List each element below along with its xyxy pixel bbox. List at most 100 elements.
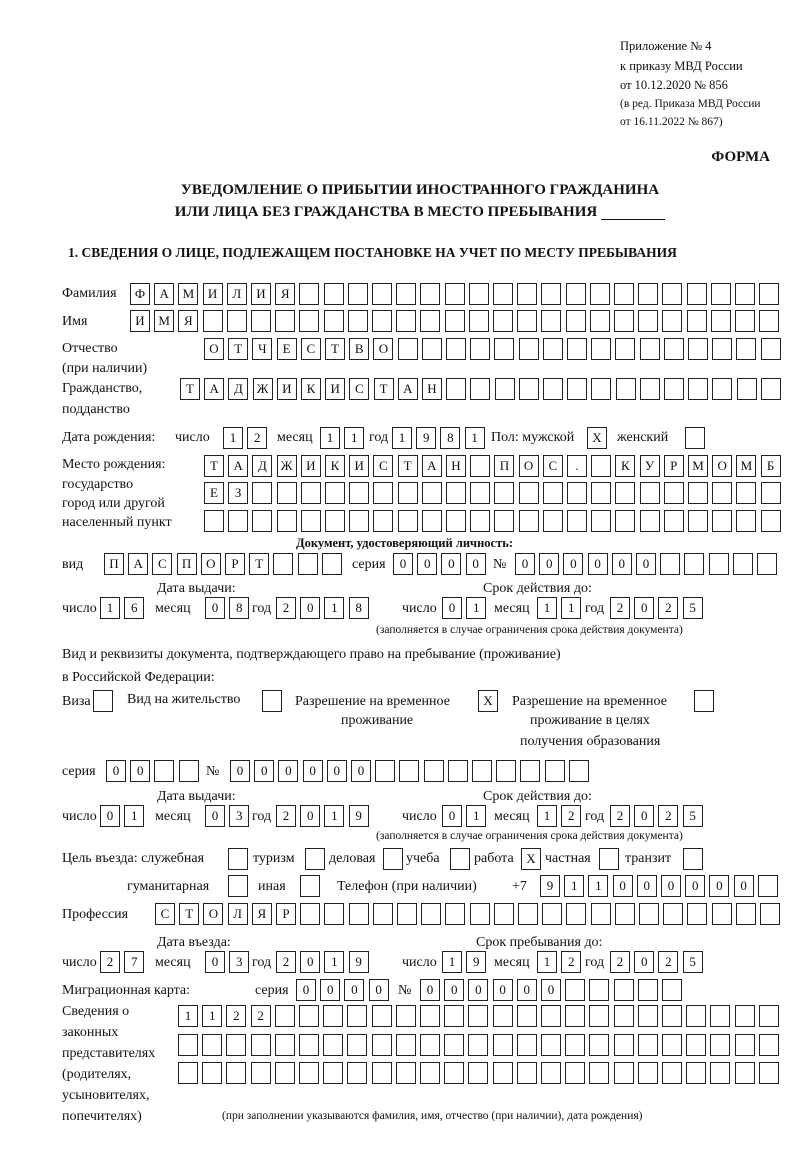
char-cell[interactable]: С <box>542 455 563 477</box>
char-cell[interactable] <box>567 482 587 504</box>
char-cell[interactable]: Я <box>251 903 272 925</box>
char-cell[interactable]: 1 <box>344 427 365 449</box>
char-cell[interactable]: 0 <box>685 875 706 897</box>
char-cell[interactable]: Р <box>225 553 245 575</box>
char-cell[interactable]: 0 <box>516 979 537 1001</box>
char-cell[interactable] <box>494 378 515 400</box>
char-cell[interactable] <box>178 1034 198 1056</box>
char-cell[interactable] <box>399 760 420 782</box>
char-cell[interactable]: 0 <box>442 597 462 619</box>
char-cell[interactable]: 0 <box>441 553 462 575</box>
char-cell[interactable]: 0 <box>344 979 365 1001</box>
char-cell[interactable]: 1 <box>561 597 582 619</box>
char-cell[interactable] <box>565 1034 586 1056</box>
char-cell[interactable]: 0 <box>420 979 440 1001</box>
char-cell[interactable] <box>542 338 563 360</box>
char-cell[interactable] <box>420 1062 440 1084</box>
char-cell[interactable] <box>565 1062 586 1084</box>
char-cell[interactable] <box>447 760 468 782</box>
char-cell[interactable] <box>639 510 660 532</box>
char-cell[interactable] <box>613 979 634 1001</box>
char-cell[interactable]: Р <box>663 455 684 477</box>
char-cell[interactable]: З <box>228 482 249 504</box>
char-cell[interactable] <box>520 760 541 782</box>
char-cell[interactable] <box>686 1005 707 1027</box>
char-cell[interactable] <box>300 482 321 504</box>
char-cell[interactable] <box>759 310 780 332</box>
char-cell[interactable] <box>446 378 467 400</box>
char-cell[interactable] <box>396 283 417 305</box>
char-cell[interactable] <box>470 510 491 532</box>
char-cell[interactable] <box>639 482 660 504</box>
char-cell[interactable] <box>204 510 224 532</box>
char-cell[interactable]: А <box>128 553 149 575</box>
char-cell[interactable]: О <box>518 455 539 477</box>
char-cell[interactable] <box>589 283 610 305</box>
char-cell[interactable] <box>347 283 368 305</box>
char-cell[interactable]: 1 <box>324 805 345 827</box>
char-cell[interactable]: Д <box>228 378 249 400</box>
char-cell[interactable] <box>299 1062 319 1084</box>
char-cell[interactable] <box>688 510 708 532</box>
char-cell[interactable] <box>154 760 175 782</box>
char-cell[interactable] <box>421 338 442 360</box>
char-cell[interactable]: 1 <box>466 597 487 619</box>
char-cell[interactable]: 0 <box>492 979 513 1001</box>
checkbox-cell[interactable] <box>683 848 703 870</box>
char-cell[interactable]: С <box>155 903 175 925</box>
char-cell[interactable]: М <box>154 310 175 332</box>
char-cell[interactable] <box>276 510 297 532</box>
char-cell[interactable]: Л <box>226 283 247 305</box>
char-cell[interactable]: 9 <box>348 951 369 973</box>
char-cell[interactable] <box>250 1034 271 1056</box>
char-cell[interactable] <box>615 338 636 360</box>
char-cell[interactable]: 1 <box>392 427 412 449</box>
char-cell[interactable]: 0 <box>709 875 730 897</box>
char-cell[interactable]: С <box>373 455 394 477</box>
char-cell[interactable]: 0 <box>444 979 465 1001</box>
char-cell[interactable] <box>421 903 442 925</box>
char-cell[interactable] <box>711 903 732 925</box>
char-cell[interactable] <box>323 1034 344 1056</box>
char-cell[interactable] <box>708 553 729 575</box>
char-cell[interactable]: С <box>300 338 321 360</box>
char-cell[interactable] <box>734 1005 755 1027</box>
char-cell[interactable] <box>734 1062 755 1084</box>
char-cell[interactable] <box>686 283 707 305</box>
char-cell[interactable]: Т <box>325 338 345 360</box>
char-cell[interactable] <box>470 378 491 400</box>
checkbox-cell[interactable]: X <box>478 690 498 712</box>
char-cell[interactable]: М <box>688 455 708 477</box>
char-cell[interactable] <box>444 310 465 332</box>
char-cell[interactable] <box>615 482 636 504</box>
char-cell[interactable] <box>494 338 515 360</box>
char-cell[interactable]: 2 <box>250 1005 271 1027</box>
char-cell[interactable] <box>686 1034 707 1056</box>
char-cell[interactable] <box>323 283 344 305</box>
char-cell[interactable]: 2 <box>561 805 582 827</box>
char-cell[interactable] <box>444 283 465 305</box>
char-cell[interactable] <box>252 510 273 532</box>
char-cell[interactable] <box>637 1062 658 1084</box>
char-cell[interactable]: 0 <box>541 979 561 1001</box>
char-cell[interactable] <box>710 1034 731 1056</box>
char-cell[interactable]: 0 <box>100 805 120 827</box>
char-cell[interactable]: 2 <box>276 597 296 619</box>
char-cell[interactable] <box>758 1062 779 1084</box>
char-cell[interactable]: 0 <box>205 597 225 619</box>
char-cell[interactable]: Н <box>446 455 466 477</box>
char-cell[interactable] <box>421 482 442 504</box>
char-cell[interactable] <box>760 338 781 360</box>
char-cell[interactable] <box>614 310 634 332</box>
char-cell[interactable] <box>613 1005 634 1027</box>
char-cell[interactable] <box>710 310 731 332</box>
char-cell[interactable]: 1 <box>223 427 243 449</box>
char-cell[interactable] <box>567 338 587 360</box>
char-cell[interactable] <box>589 1034 610 1056</box>
char-cell[interactable]: 2 <box>247 427 268 449</box>
char-cell[interactable] <box>470 455 491 477</box>
char-cell[interactable]: 0 <box>634 951 655 973</box>
char-cell[interactable] <box>420 1034 440 1056</box>
char-cell[interactable] <box>712 482 733 504</box>
char-cell[interactable]: Т <box>228 338 249 360</box>
